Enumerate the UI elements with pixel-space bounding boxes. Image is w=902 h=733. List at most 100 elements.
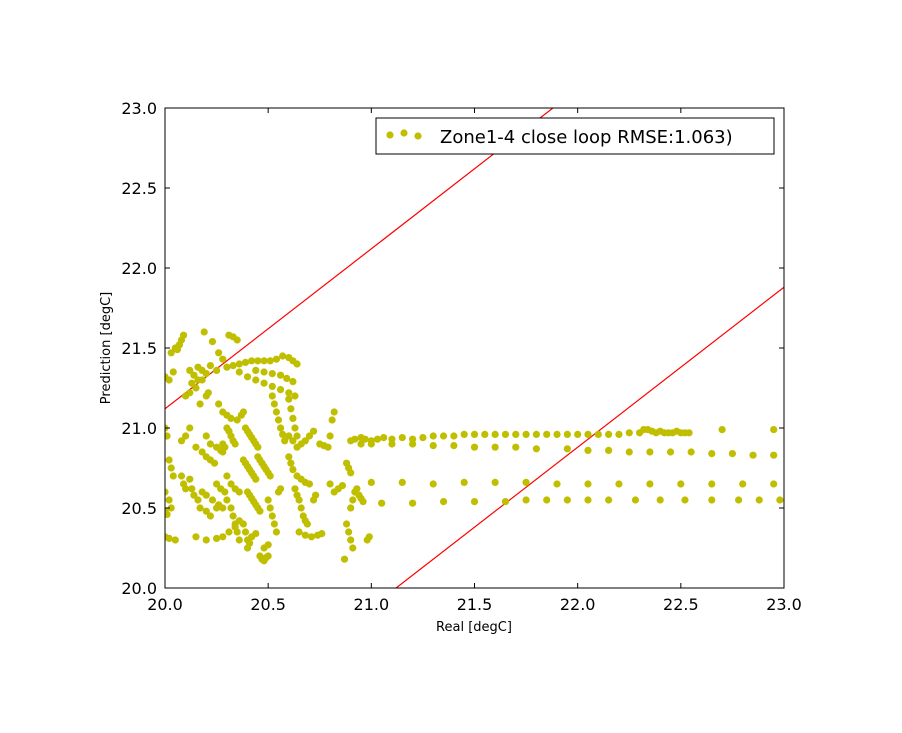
data-point [291,485,299,493]
data-point [212,534,221,543]
data-point [274,416,283,424]
data-point [196,400,204,408]
data-point [252,475,260,483]
data-point [770,451,778,459]
data-point [307,533,316,541]
data-point [295,528,303,536]
data-point [219,355,227,363]
data-point [301,531,309,539]
data-point [584,496,592,504]
data-point [594,430,602,438]
data-point [169,472,177,480]
data-point [182,432,190,440]
data-point [512,443,520,451]
data-point [215,400,223,408]
data-point [266,504,274,512]
data-point [219,533,227,541]
data-point [305,480,314,488]
data-point [229,362,237,370]
legend-box [375,117,775,155]
data-point [347,536,355,544]
data-point [429,442,437,450]
data-point [171,536,179,544]
data-point [687,448,695,456]
data-point [388,440,396,448]
data-point [202,432,210,440]
data-point [227,414,235,422]
data-point [219,504,227,512]
data-point [190,371,198,379]
data-point [173,346,181,354]
data-point [460,430,468,438]
data-point [194,376,202,384]
data-point [233,528,241,536]
data-point [260,368,268,376]
data-point [631,496,640,504]
data-point [460,478,468,486]
data-point [192,384,200,392]
y-tick-label: 22.0 [121,259,157,278]
data-point [419,434,427,442]
data-point [338,482,347,490]
data-point [264,496,272,504]
data-point [200,328,208,336]
plot-area [165,108,784,588]
data-point [728,450,737,458]
y-tick-label: 21.5 [121,339,157,358]
data-point [735,496,743,504]
data-point [646,448,654,456]
y-tick-label: 22.5 [121,179,157,198]
data-point [239,408,248,416]
data-point [365,533,373,541]
data-point [188,485,196,493]
data-point [165,376,173,384]
x-axis-ticks: 20.0 20.5 21.0 21.5 22.0 22.5 23.0 [147,108,802,614]
data-point [208,338,217,346]
legend-marker [386,131,394,139]
data-point [347,504,355,512]
data-point [347,469,355,477]
data-point [755,496,763,504]
data-point [233,336,241,344]
data-point [770,426,778,434]
data-point [235,488,243,496]
data-point [326,432,334,440]
data-point [512,430,520,438]
data-point [708,496,716,504]
data-point [584,446,592,454]
data-point [285,395,293,403]
data-point [342,520,351,528]
data-point [481,430,489,438]
data-point [677,480,685,488]
data-point [223,472,231,480]
y-tick-label: 20.5 [121,499,157,518]
data-point [303,520,311,528]
data-point [522,496,530,504]
data-point [221,488,229,496]
data-point [182,485,190,493]
data-point [248,357,256,365]
data-point [231,440,239,448]
data-point [264,541,272,549]
data-point [297,504,305,512]
data-point [361,435,369,443]
y-tick-label: 23.0 [121,99,157,118]
data-point [254,443,262,451]
data-point [324,443,332,451]
data-point [202,507,210,515]
data-point [615,480,623,488]
data-point [165,510,171,518]
data-point [192,443,200,451]
data-point [272,528,281,536]
data-point [301,437,309,445]
data-point [373,435,382,443]
data-point [605,496,613,504]
data-point [470,498,479,506]
data-point [450,432,458,440]
data-point [666,448,675,456]
data-point [194,496,202,504]
legend-label: Zone1-4 close loop RMSE:1.063) [440,127,733,148]
data-point [501,498,510,506]
data-point [563,430,571,438]
data-point [543,496,551,504]
